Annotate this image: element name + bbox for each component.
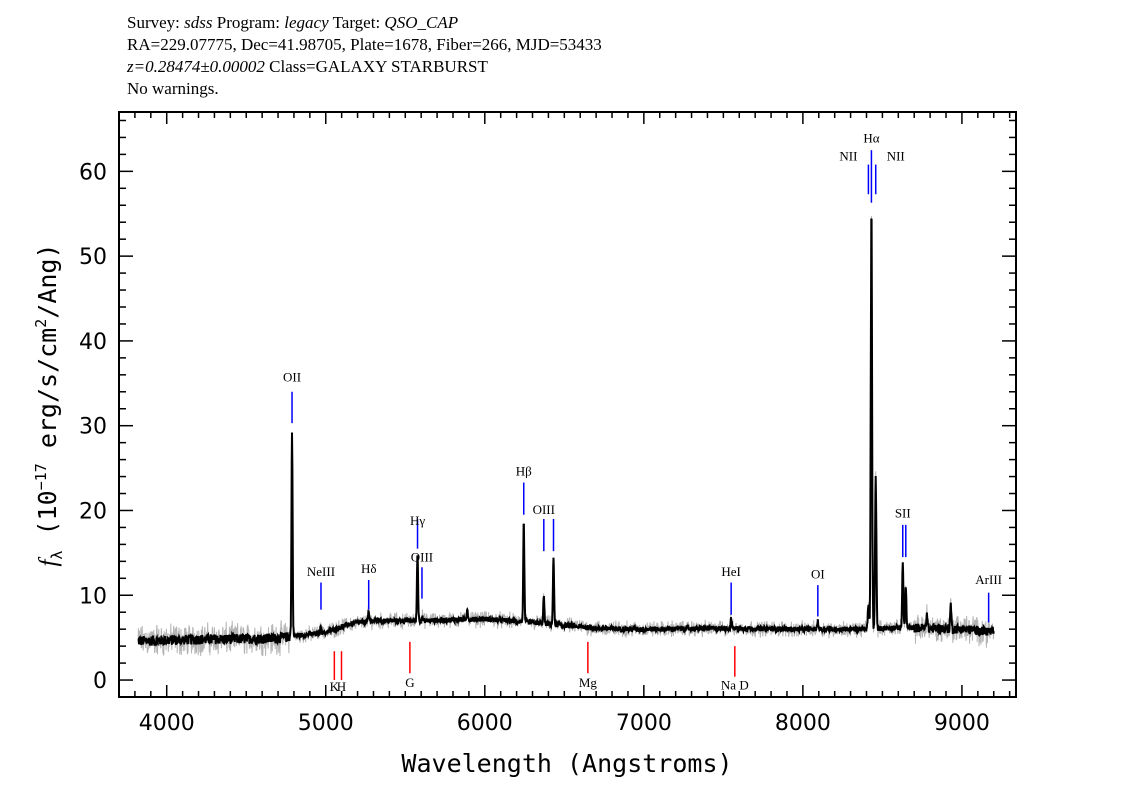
line-markers-layer: OII NeIII Hδ Hγ OIII Hβ OIII HeI OI NII Hα NII SII Ar… (283, 131, 1002, 695)
x-tick-label: 4000 (139, 711, 195, 736)
flux-series (137, 218, 995, 648)
y-axis-label: fλ (10−17 erg/s/cm2/Ang) (32, 243, 66, 566)
redshift-value: z=0.28474±0.00002 (127, 57, 265, 76)
emission-line-label: OII (283, 370, 301, 385)
emission-line-label: NII (887, 148, 905, 163)
header-coords-line: RA=229.07775, Dec=41.98705, Plate=1678, … (127, 35, 602, 54)
spectrum-header: Survey: sdss Program: legacy Target: QSO… (127, 12, 602, 100)
emission-line-label: HeI (721, 564, 741, 579)
emission-line-label: OIII (411, 549, 433, 564)
x-tick-label: 9000 (934, 711, 990, 736)
x-tick-label: 7000 (616, 711, 672, 736)
plot-frame (118, 111, 1017, 698)
emission-line-label: Hδ (361, 561, 377, 576)
absorption-line-label: G (405, 675, 414, 690)
y-tick-label: 0 (93, 669, 107, 694)
x-tick-label: 6000 (457, 711, 513, 736)
target-label: Target: (328, 13, 385, 32)
axes-layer: 4000 5000 6000 7000 8000 9000 0 10 20 30 40 50 60 (79, 111, 1017, 736)
program-value: legacy (284, 13, 329, 32)
y-tick-label: 30 (79, 415, 107, 440)
header-survey-line: Survey: sdss Program: legacy Target: QSO… (127, 12, 602, 34)
emission-line-label: OI (811, 566, 825, 581)
header-warnings-line: No warnings. (127, 79, 219, 98)
flux-layer (137, 218, 995, 648)
header-redshift-line: z=0.28474±0.00002 Class=GALAXY STARBURST (127, 56, 602, 78)
absorption-line-label: Na D (721, 677, 749, 692)
survey-value: sdss (184, 13, 213, 32)
program-label: Program: (212, 13, 285, 32)
target-value: QSO_CAP (384, 13, 459, 32)
x-tick-label: 5000 (298, 711, 354, 736)
absorption-line-label: H (337, 679, 346, 694)
class-value: Class=GALAXY STARBURST (264, 57, 488, 76)
y-tick-label: 10 (79, 584, 107, 609)
emission-line-label: ArIII (975, 572, 1002, 587)
survey-label: Survey: (127, 13, 185, 32)
emission-line-label: OIII (533, 502, 555, 517)
error-band-layer (137, 215, 995, 657)
emission-line-label: SII (895, 505, 911, 520)
x-axis-label: Wavelength (Angstroms) (401, 749, 732, 778)
x-tick-label: 8000 (775, 711, 831, 736)
absorption-line-label: K (330, 679, 340, 694)
y-tick-label: 20 (79, 499, 107, 524)
emission-line-label: Hγ (410, 513, 425, 528)
emission-line-label: Hα (863, 131, 879, 146)
emission-line-label: NII (839, 148, 857, 163)
emission-line-label: NeIII (307, 564, 335, 579)
absorption-line-label: Mg (579, 675, 598, 690)
error-band (137, 215, 995, 657)
emission-line-label: Hβ (516, 464, 532, 479)
y-tick-label: 40 (79, 330, 107, 355)
y-tick-label: 60 (79, 160, 107, 185)
y-tick-label: 50 (79, 245, 107, 270)
